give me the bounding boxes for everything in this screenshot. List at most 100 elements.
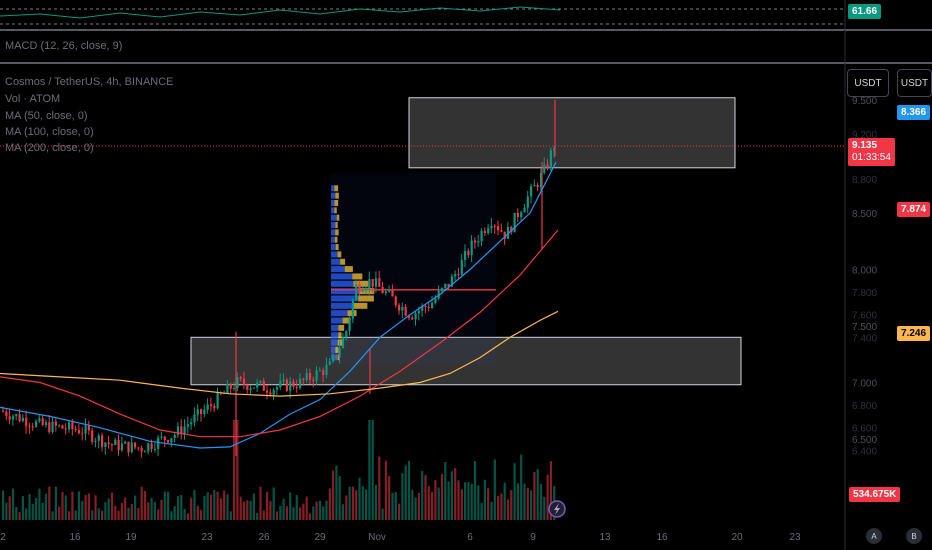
volume-bar: [516, 483, 519, 520]
profile-bar: [353, 302, 368, 309]
candle-body: [533, 185, 536, 187]
candle-body: [365, 288, 368, 291]
candle-body: [256, 382, 259, 388]
candle-body: [411, 317, 414, 320]
volume-bar: [457, 480, 460, 520]
candle-body: [104, 442, 107, 447]
candle-body: [97, 435, 100, 441]
candle-body: [64, 428, 67, 430]
profile-bar: [331, 192, 336, 199]
ma200-line[interactable]: [0, 310, 559, 397]
profile-bar: [331, 258, 341, 265]
candle-body: [530, 186, 533, 197]
volume-bar: [236, 420, 239, 520]
candle-body: [15, 414, 18, 417]
profile-bar: [331, 273, 353, 280]
volume-bar: [256, 513, 259, 520]
volume-bar: [223, 490, 226, 520]
y-tick-label: 7.800: [852, 288, 877, 299]
ma50-line[interactable]: [0, 161, 557, 449]
time-axis[interactable]: 2 16 19 23 26 29 Nov 6 9 13 16 20 23: [0, 532, 801, 543]
supply-demand-zone[interactable]: [190, 336, 742, 386]
volume-bar: [305, 496, 308, 520]
ma100-line[interactable]: [0, 229, 559, 438]
volume-bar: [206, 492, 209, 520]
candle-body: [348, 318, 351, 332]
volume-bar: [190, 497, 193, 520]
volume-bar: [140, 486, 143, 520]
profile-bar: [335, 229, 339, 236]
profile-bar: [337, 339, 343, 346]
candle-body: [130, 442, 133, 453]
profile-bar: [335, 222, 338, 229]
candle-body: [31, 426, 34, 428]
candle-body: [332, 355, 335, 362]
candle-body: [315, 370, 318, 381]
candle-body: [167, 439, 170, 443]
volume-profile: [331, 173, 496, 365]
candle-body: [180, 426, 183, 435]
profile-bar: [331, 200, 335, 207]
candle-body: [266, 390, 269, 393]
profile-bar: [358, 295, 374, 302]
volume-bar: [252, 493, 255, 520]
x-tick-label: 19: [125, 532, 137, 543]
profile-bar: [331, 295, 359, 302]
candle-body: [41, 418, 44, 425]
candle-body: [107, 442, 110, 445]
profile-bar: [331, 222, 336, 229]
volume-bar: [437, 487, 440, 520]
volume-bar: [374, 484, 378, 520]
volume-bar: [97, 508, 100, 520]
volume-bar: [279, 505, 282, 520]
profile-bar: [334, 200, 339, 207]
currency-button[interactable]: USDT: [847, 69, 889, 97]
volume-bar: [193, 489, 196, 520]
volume-bar: [54, 486, 57, 520]
vol-legend[interactable]: Vol · ATOM: [5, 93, 61, 105]
candle-body: [110, 444, 114, 446]
candle-body: [457, 273, 460, 275]
volume-bar: [444, 462, 447, 520]
candle-body: [206, 404, 209, 410]
candle-body: [391, 290, 394, 297]
profile-bar: [337, 354, 340, 361]
volume-bar: [414, 497, 417, 520]
auto-scale-button[interactable]: A: [866, 528, 882, 544]
ma50-legend[interactable]: MA (50, close, 0): [5, 110, 88, 122]
profile-bar: [331, 214, 337, 221]
macd-legend[interactable]: MACD (12, 26, close, 9): [5, 40, 123, 52]
candle-body: [176, 426, 180, 435]
candle-body: [361, 290, 364, 292]
candle-body: [21, 417, 24, 422]
candle-body: [282, 379, 285, 382]
volume-bar: [87, 493, 90, 520]
candle-body: [87, 425, 90, 431]
candle-body: [160, 436, 163, 438]
volume-bar: [543, 496, 546, 520]
candle-body: [147, 443, 150, 452]
candle-body: [401, 306, 404, 311]
ma200-legend[interactable]: MA (200, close, 0): [5, 142, 94, 154]
candle-body: [120, 443, 123, 451]
candle-body: [190, 422, 193, 425]
volume-bar: [117, 510, 120, 520]
volume-bar: [460, 489, 463, 520]
ma100-legend[interactable]: MA (100, close, 0): [5, 126, 94, 138]
volume-bar: [68, 511, 71, 520]
profile-bar: [338, 332, 342, 339]
candle-body: [216, 392, 219, 409]
currency-button[interactable]: USDT: [897, 69, 932, 97]
candle-body: [279, 381, 282, 388]
supply-demand-zone[interactable]: [408, 97, 736, 169]
candle-body: [233, 387, 236, 389]
candle-body: [252, 387, 255, 389]
log-scale-button[interactable]: B: [906, 528, 922, 544]
symbol-legend[interactable]: Cosmos / TetherUS, 4h, BINANCE: [5, 76, 174, 88]
candle-body: [404, 306, 407, 316]
candle-body: [137, 447, 140, 449]
candle-body: [134, 442, 137, 448]
candle-body: [477, 241, 480, 243]
candle-body: [536, 185, 539, 188]
candle-body: [259, 381, 262, 383]
